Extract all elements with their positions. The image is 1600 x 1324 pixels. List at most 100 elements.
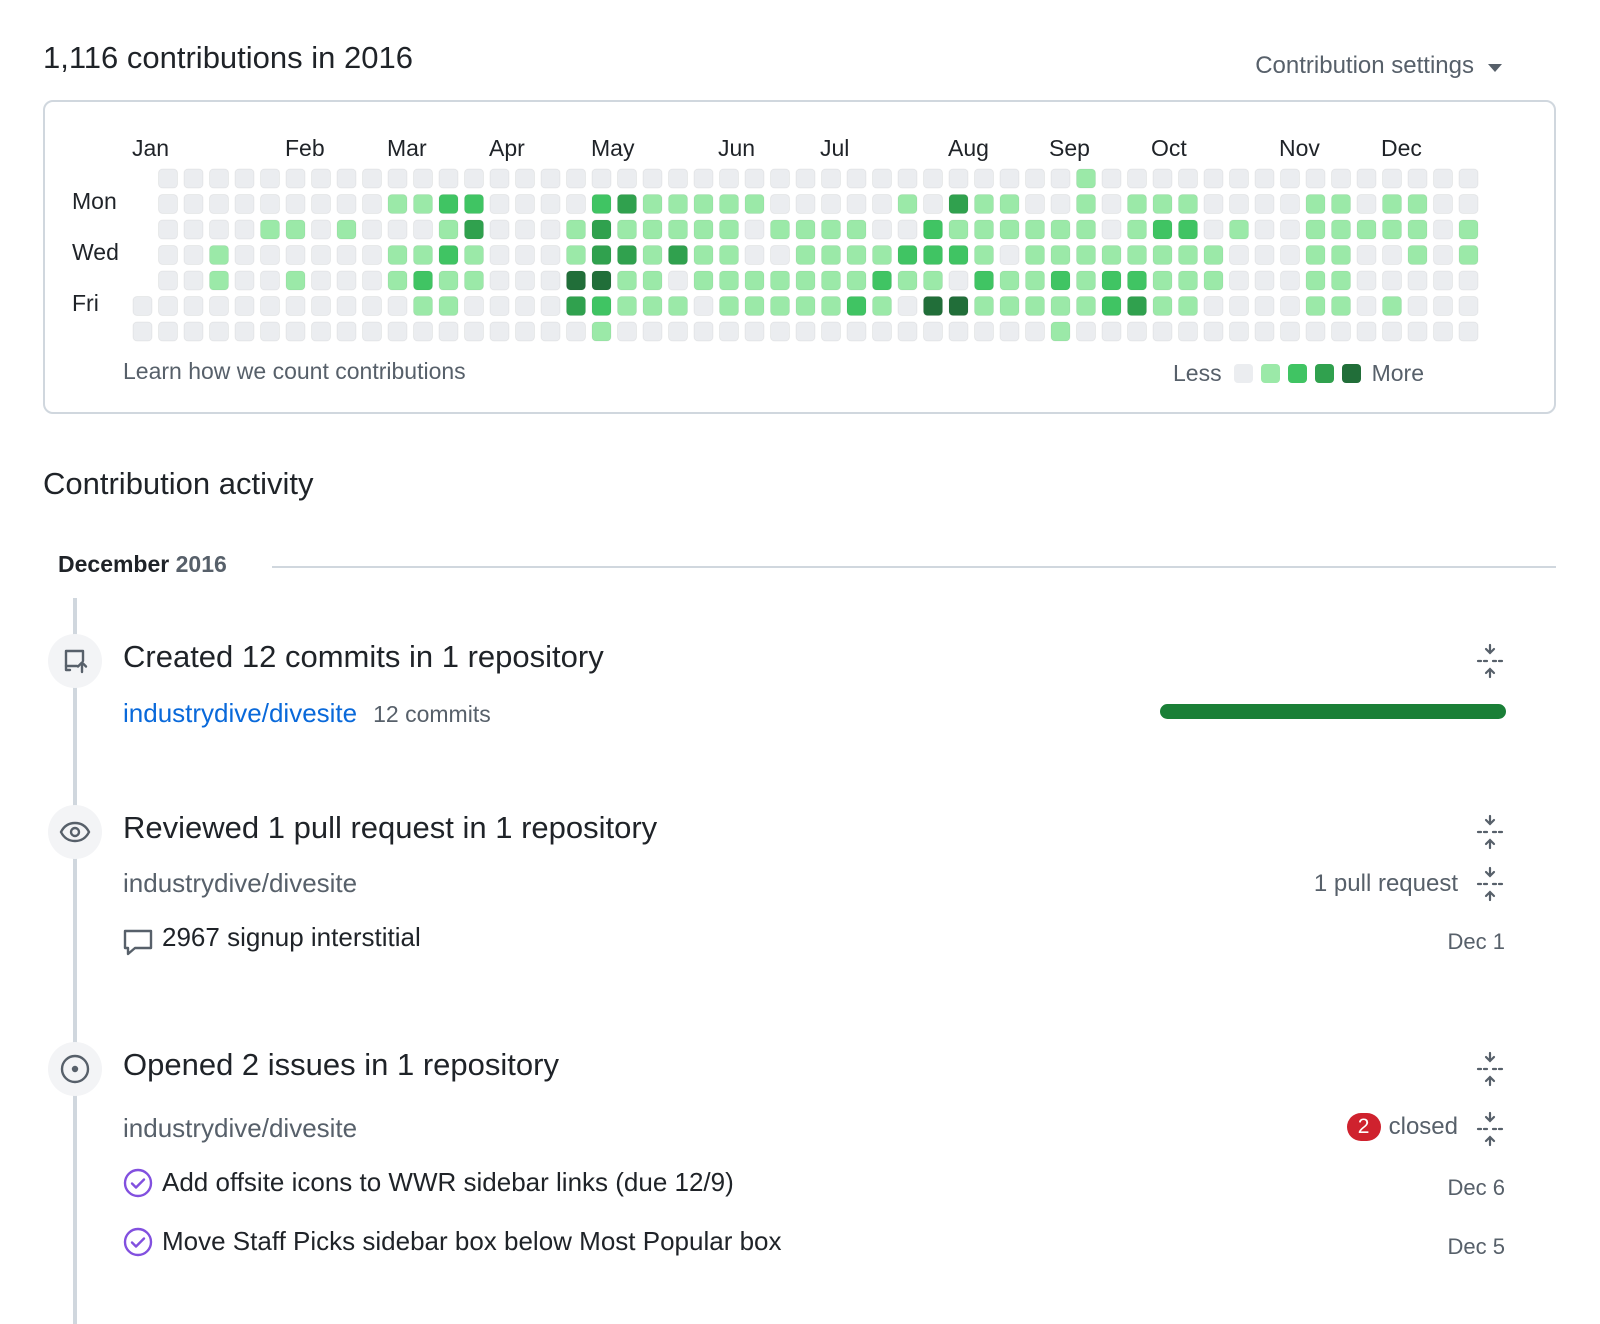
contribution-day[interactable] xyxy=(1280,321,1300,342)
contribution-day[interactable] xyxy=(1433,321,1453,342)
contribution-day[interactable] xyxy=(1025,219,1045,240)
contribution-day[interactable] xyxy=(974,270,994,291)
contribution-day[interactable] xyxy=(1331,321,1351,342)
contribution-day[interactable] xyxy=(566,245,586,265)
learn-contributions-link[interactable]: Learn how we count contributions xyxy=(123,358,466,384)
contribution-day[interactable] xyxy=(1407,219,1428,240)
contribution-day[interactable] xyxy=(336,219,357,240)
contribution-day[interactable] xyxy=(719,296,739,316)
contribution-day[interactable] xyxy=(1178,270,1198,291)
contribution-day[interactable] xyxy=(1127,321,1147,342)
contribution-day[interactable] xyxy=(336,194,357,214)
contribution-day[interactable] xyxy=(744,168,765,189)
contribution-day[interactable] xyxy=(693,270,714,291)
contribution-day[interactable] xyxy=(1101,270,1122,291)
contribution-day[interactable] xyxy=(1331,168,1351,189)
contribution-day[interactable] xyxy=(311,194,331,214)
fold-icon[interactable] xyxy=(1475,814,1505,850)
contribution-day[interactable] xyxy=(642,194,663,214)
contribution-day[interactable] xyxy=(642,321,663,342)
contribution-day[interactable] xyxy=(744,296,765,316)
contribution-day[interactable] xyxy=(821,219,841,240)
contribution-day[interactable] xyxy=(1076,321,1096,342)
contribution-day[interactable] xyxy=(1178,194,1198,214)
fold-icon[interactable] xyxy=(1475,643,1505,679)
contribution-day[interactable] xyxy=(897,321,918,342)
contribution-day[interactable] xyxy=(1076,296,1096,316)
contribution-day[interactable] xyxy=(897,270,918,291)
contribution-day[interactable] xyxy=(821,245,841,265)
contribution-day[interactable] xyxy=(234,321,255,342)
contribution-day[interactable] xyxy=(974,194,994,214)
contribution-day[interactable] xyxy=(795,194,816,214)
contribution-day[interactable] xyxy=(1025,270,1045,291)
contribution-day[interactable] xyxy=(362,296,382,316)
contribution-day[interactable] xyxy=(132,321,153,342)
contribution-day[interactable] xyxy=(668,296,688,316)
contribution-day[interactable] xyxy=(1178,245,1198,265)
contribution-day[interactable] xyxy=(1152,296,1173,316)
contribution-day[interactable] xyxy=(183,168,204,189)
contribution-day[interactable] xyxy=(464,270,484,291)
contribution-day[interactable] xyxy=(693,321,714,342)
contribution-day[interactable] xyxy=(1127,194,1147,214)
contribution-day[interactable] xyxy=(1356,245,1377,265)
contribution-day[interactable] xyxy=(234,296,255,316)
contribution-day[interactable] xyxy=(566,194,586,214)
contribution-day[interactable] xyxy=(566,270,586,291)
contribution-day[interactable] xyxy=(1356,168,1377,189)
contribution-day[interactable] xyxy=(1407,321,1428,342)
contribution-day[interactable] xyxy=(158,245,178,265)
contribution-day[interactable] xyxy=(1025,245,1045,265)
contribution-day[interactable] xyxy=(1127,245,1147,265)
contribution-day[interactable] xyxy=(515,219,535,240)
contribution-day[interactable] xyxy=(719,219,739,240)
contribution-day[interactable] xyxy=(1356,270,1377,291)
contribution-day[interactable] xyxy=(1382,194,1402,214)
contribution-day[interactable] xyxy=(668,194,688,214)
contribution-day[interactable] xyxy=(209,296,229,316)
contribution-day[interactable] xyxy=(642,296,663,316)
contribution-day[interactable] xyxy=(744,321,765,342)
contribution-day[interactable] xyxy=(923,245,943,265)
contribution-day[interactable] xyxy=(1076,245,1096,265)
contribution-day[interactable] xyxy=(770,168,790,189)
contribution-day[interactable] xyxy=(591,321,612,342)
contribution-day[interactable] xyxy=(1203,270,1224,291)
contribution-day[interactable] xyxy=(1025,194,1045,214)
contribution-day[interactable] xyxy=(999,270,1020,291)
contribution-day[interactable] xyxy=(1305,168,1326,189)
contribution-day[interactable] xyxy=(489,194,510,214)
contribution-day[interactable] xyxy=(948,245,969,265)
contribution-day[interactable] xyxy=(1433,219,1453,240)
contribution-day[interactable] xyxy=(948,270,969,291)
contribution-day[interactable] xyxy=(1254,194,1275,214)
contribution-day[interactable] xyxy=(1127,296,1147,316)
contribution-day[interactable] xyxy=(438,245,459,265)
reviews-repo-link[interactable]: industrydive/divesite xyxy=(123,868,358,898)
contribution-day[interactable] xyxy=(617,270,637,291)
contribution-day[interactable] xyxy=(948,168,969,189)
contribution-day[interactable] xyxy=(1280,168,1300,189)
contribution-day[interactable] xyxy=(515,321,535,342)
contribution-day[interactable] xyxy=(1229,194,1249,214)
contribution-day[interactable] xyxy=(1305,194,1326,214)
contribution-day[interactable] xyxy=(897,194,918,214)
contribution-day[interactable] xyxy=(591,296,612,316)
contribution-day[interactable] xyxy=(489,321,510,342)
contribution-day[interactable] xyxy=(260,194,280,214)
contribution-day[interactable] xyxy=(566,321,586,342)
contribution-day[interactable] xyxy=(158,168,178,189)
contribution-day[interactable] xyxy=(515,245,535,265)
contribution-day[interactable] xyxy=(438,168,459,189)
contribution-day[interactable] xyxy=(1254,168,1275,189)
contribution-day[interactable] xyxy=(1331,270,1351,291)
contribution-day[interactable] xyxy=(285,270,306,291)
contribution-day[interactable] xyxy=(1433,245,1453,265)
contribution-day[interactable] xyxy=(821,194,841,214)
contribution-day[interactable] xyxy=(413,245,433,265)
contribution-day[interactable] xyxy=(158,219,178,240)
contribution-day[interactable] xyxy=(311,321,331,342)
contribution-day[interactable] xyxy=(413,219,433,240)
contribution-day[interactable] xyxy=(540,321,561,342)
